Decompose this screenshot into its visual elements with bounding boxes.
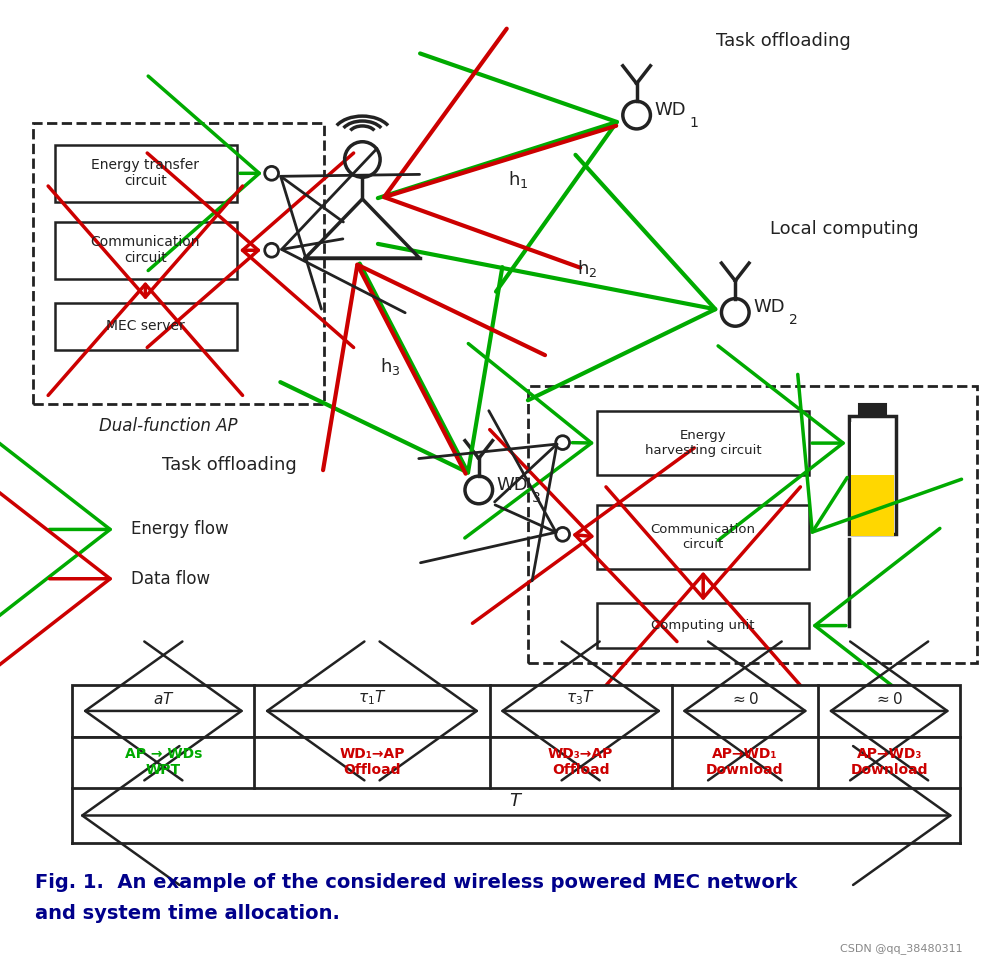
- FancyBboxPatch shape: [72, 685, 960, 736]
- Text: $\tau_3 T$: $\tau_3 T$: [566, 688, 595, 707]
- Text: 2: 2: [789, 313, 798, 328]
- Text: CSDN @qq_38480311: CSDN @qq_38480311: [840, 943, 962, 954]
- Text: Computing unit: Computing unit: [652, 619, 754, 632]
- Text: WD: WD: [497, 476, 528, 494]
- Text: Energy transfer
circuit: Energy transfer circuit: [92, 158, 199, 188]
- Text: AP → WDs
WPT: AP → WDs WPT: [125, 747, 202, 777]
- Text: Local computing: Local computing: [770, 219, 918, 238]
- FancyBboxPatch shape: [54, 144, 237, 202]
- Text: and system time allocation.: and system time allocation.: [35, 904, 340, 923]
- Text: Communication
circuit: Communication circuit: [651, 523, 756, 551]
- FancyBboxPatch shape: [54, 221, 237, 279]
- Text: Energy flow: Energy flow: [131, 521, 228, 538]
- FancyBboxPatch shape: [598, 505, 809, 568]
- FancyBboxPatch shape: [33, 123, 324, 405]
- Text: $T$: $T$: [509, 792, 523, 809]
- Text: Task offloading: Task offloading: [162, 456, 297, 474]
- FancyBboxPatch shape: [72, 736, 960, 788]
- Text: $\tau_1 T$: $\tau_1 T$: [357, 688, 386, 707]
- FancyBboxPatch shape: [849, 416, 896, 534]
- Text: WD₁→AP
Offload: WD₁→AP Offload: [339, 747, 404, 777]
- FancyBboxPatch shape: [851, 475, 894, 536]
- FancyBboxPatch shape: [54, 302, 237, 350]
- Text: Communication
circuit: Communication circuit: [91, 235, 200, 265]
- FancyBboxPatch shape: [598, 604, 809, 647]
- Text: $\approx$0: $\approx$0: [730, 691, 760, 707]
- Text: h$_1$: h$_1$: [508, 169, 529, 190]
- Text: Energy
harvesting circuit: Energy harvesting circuit: [645, 429, 762, 457]
- FancyBboxPatch shape: [528, 386, 977, 663]
- Text: WD: WD: [753, 298, 785, 317]
- Text: $aT$: $aT$: [153, 691, 174, 707]
- Text: AP→WD₃
Download: AP→WD₃ Download: [850, 747, 928, 777]
- Text: Data flow: Data flow: [131, 569, 209, 588]
- FancyBboxPatch shape: [851, 422, 894, 475]
- FancyBboxPatch shape: [858, 405, 886, 416]
- Text: h$_2$: h$_2$: [577, 257, 598, 279]
- Text: Task offloading: Task offloading: [715, 32, 850, 50]
- Text: Fig. 1.  An example of the considered wireless powered MEC network: Fig. 1. An example of the considered wir…: [35, 873, 797, 892]
- Text: h$_3$: h$_3$: [380, 356, 400, 377]
- Text: $\approx$0: $\approx$0: [874, 691, 903, 707]
- Text: 3: 3: [532, 490, 541, 505]
- Text: WD₃→AP
Offload: WD₃→AP Offload: [548, 747, 614, 777]
- Text: WD: WD: [654, 101, 686, 119]
- FancyBboxPatch shape: [598, 411, 809, 475]
- Text: AP→WD₁
Download: AP→WD₁ Download: [706, 747, 784, 777]
- Text: Dual-function AP: Dual-function AP: [99, 417, 237, 435]
- Text: MEC server: MEC server: [106, 319, 185, 333]
- Text: 1: 1: [690, 116, 699, 130]
